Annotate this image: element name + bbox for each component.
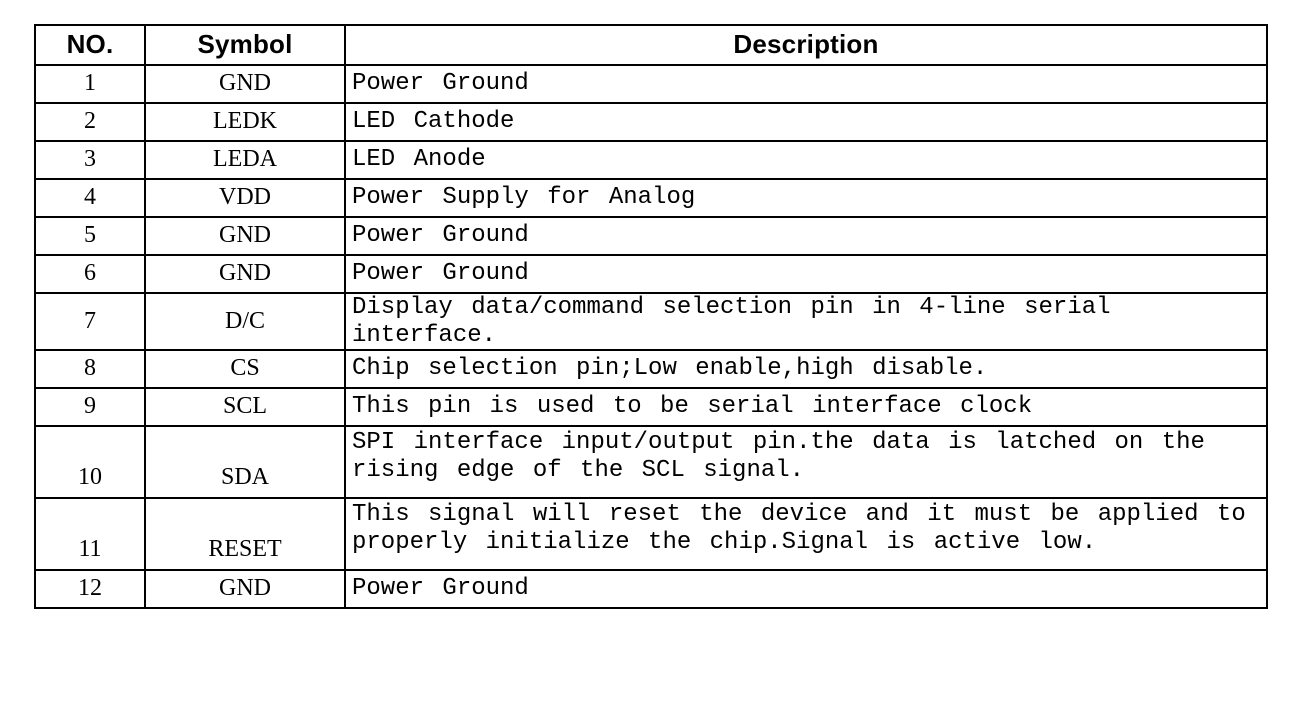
cell-symbol: LEDK (145, 103, 345, 141)
cell-no: 10 (35, 426, 145, 498)
cell-symbol: GND (145, 570, 345, 608)
cell-description: Chip selection pin;Low enable,high disab… (345, 350, 1267, 388)
cell-no: 3 (35, 141, 145, 179)
cell-description: Power Ground (345, 217, 1267, 255)
cell-symbol: SDA (145, 426, 345, 498)
table-row: 8 CS Chip selection pin;Low enable,high … (35, 350, 1267, 388)
table-body: 1 GND Power Ground 2 LEDK LED Cathode 3 … (35, 65, 1267, 608)
cell-description: Power Supply for Analog (345, 179, 1267, 217)
table-row: 9 SCL This pin is used to be serial inte… (35, 388, 1267, 426)
cell-description: This pin is used to be serial interface … (345, 388, 1267, 426)
cell-symbol: GND (145, 255, 345, 293)
cell-description: Power Ground (345, 65, 1267, 103)
cell-no: 7 (35, 293, 145, 350)
cell-no: 4 (35, 179, 145, 217)
cell-symbol: LEDA (145, 141, 345, 179)
table-row: 11 RESET This signal will reset the devi… (35, 498, 1267, 570)
table-row: 1 GND Power Ground (35, 65, 1267, 103)
cell-symbol: RESET (145, 498, 345, 570)
cell-description: LED Anode (345, 141, 1267, 179)
cell-description: Display data/command selection pin in 4-… (345, 293, 1267, 350)
cell-no: 11 (35, 498, 145, 570)
table-row: 2 LEDK LED Cathode (35, 103, 1267, 141)
table-row: 12 GND Power Ground (35, 570, 1267, 608)
cell-no: 1 (35, 65, 145, 103)
column-header-description: Description (345, 25, 1267, 65)
cell-description: Power Ground (345, 570, 1267, 608)
page: NO. Symbol Description 1 GND Power Groun… (0, 0, 1300, 633)
table-row: 3 LEDA LED Anode (35, 141, 1267, 179)
cell-description: LED Cathode (345, 103, 1267, 141)
cell-description: This signal will reset the device and it… (345, 498, 1267, 570)
cell-no: 12 (35, 570, 145, 608)
table-row: 7 D/C Display data/command selection pin… (35, 293, 1267, 350)
cell-no: 8 (35, 350, 145, 388)
table-row: 10 SDA SPI interface input/output pin.th… (35, 426, 1267, 498)
cell-description: Power Ground (345, 255, 1267, 293)
cell-no: 5 (35, 217, 145, 255)
cell-symbol: D/C (145, 293, 345, 350)
cell-symbol: CS (145, 350, 345, 388)
pin-description-table: NO. Symbol Description 1 GND Power Groun… (34, 24, 1268, 609)
cell-no: 2 (35, 103, 145, 141)
table-row: 6 GND Power Ground (35, 255, 1267, 293)
table-row: 5 GND Power Ground (35, 217, 1267, 255)
table-row: 4 VDD Power Supply for Analog (35, 179, 1267, 217)
cell-symbol: GND (145, 217, 345, 255)
cell-symbol: SCL (145, 388, 345, 426)
cell-description: SPI interface input/output pin.the data … (345, 426, 1267, 498)
cell-no: 9 (35, 388, 145, 426)
cell-no: 6 (35, 255, 145, 293)
cell-symbol: GND (145, 65, 345, 103)
column-header-no: NO. (35, 25, 145, 65)
table-header-row: NO. Symbol Description (35, 25, 1267, 65)
column-header-symbol: Symbol (145, 25, 345, 65)
cell-symbol: VDD (145, 179, 345, 217)
